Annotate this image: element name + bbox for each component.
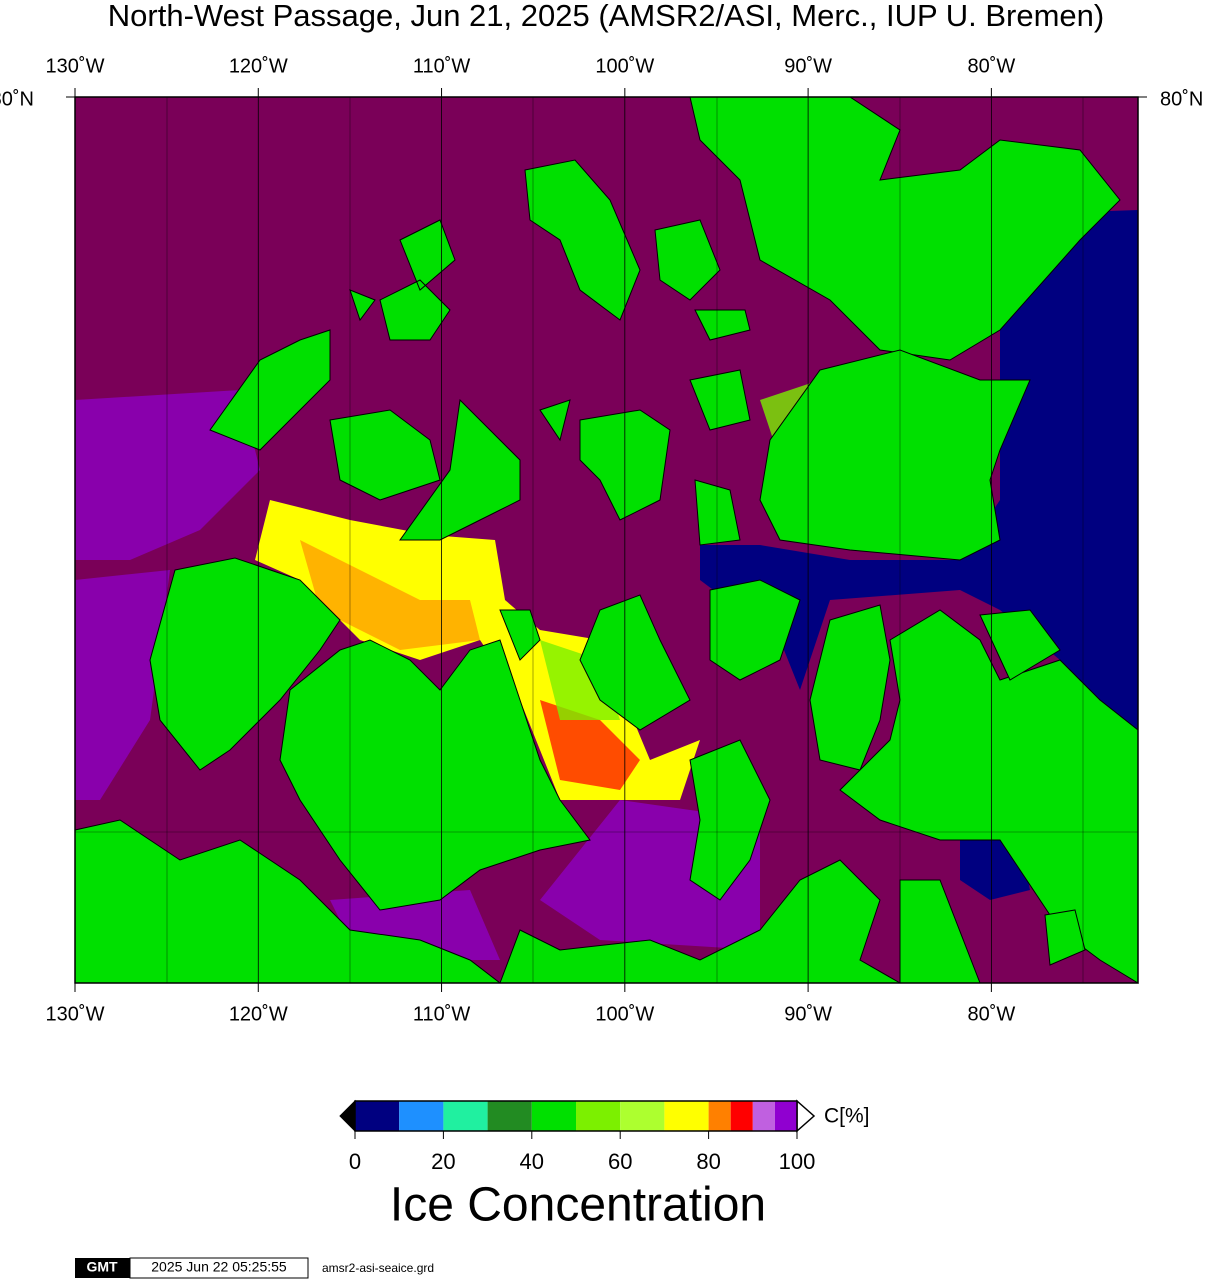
colorbar-bin [487,1101,532,1131]
colorbar-bin [355,1101,400,1131]
colorbar-bin [531,1101,576,1131]
lon-label: 80˚W [967,1003,1015,1025]
colorbar-bin [664,1101,709,1131]
lon-label: 90˚W [784,1003,832,1025]
ice-patch [540,700,640,790]
colorbar-bin [752,1101,775,1131]
island [209,329,521,541]
colorbar-bin [708,1101,731,1131]
graticule [75,97,1138,983]
colorbar-title: Ice Concentration [390,1179,766,1232]
lon-label: 100˚W [595,1003,654,1025]
colorbar-bin [443,1101,488,1131]
lat-label: 80˚N [1160,88,1203,110]
colorbar-bin [399,1101,444,1131]
island [499,579,801,731]
open-water [700,210,1138,740]
footer: GMT 2025 Jun 22 05:25:55 amsr2-asi-seaic… [75,1257,434,1279]
colorbar-bin [774,1101,797,1131]
island [1044,909,1086,966]
ice-patch [75,390,760,960]
colorbar-unit: C[%] [824,1105,870,1128]
land [74,96,1139,984]
lon-label: 110˚W [413,1003,471,1025]
lon-label: 100˚W [595,55,654,77]
island [279,639,591,911]
colorbar-bin [730,1101,753,1131]
lat-label: 80˚N [0,88,34,110]
island [759,349,1031,561]
lon-label: 80˚W [967,55,1015,77]
colorbar-frame [354,1100,798,1132]
logo-box [75,1258,130,1278]
colorbar-tick-label: 80 [696,1149,720,1174]
timestamp-box [129,1257,309,1279]
colorbar-tick-label: 100 [779,1149,816,1174]
logo: GMT [86,1259,118,1275]
island [979,609,1061,681]
colorbar-tick-label: 40 [520,1149,544,1174]
island [539,309,751,546]
lon-label: 130˚W [46,1003,105,1025]
colorbar-tick-label: 0 [349,1149,361,1174]
lon-label: 120˚W [229,1003,288,1025]
lon-label: 130˚W [46,55,105,77]
lon-label: 120˚W [229,55,288,77]
lon-label: 110˚W [413,55,471,77]
island [689,96,1121,361]
colorbar-over [796,1099,816,1133]
map: 80˚N 80˚N [0,88,1203,984]
lon-label: 90˚W [784,55,832,77]
island [149,557,341,771]
title: North-West Passage, Jun 21, 2025 (AMSR2/… [108,0,1104,33]
island [349,219,721,341]
colorbar-tick-label: 20 [431,1149,455,1174]
colorbar-tick-label: 60 [608,1149,632,1174]
colorbar-bin [620,1101,665,1131]
timestamp: 2025 Jun 22 05:25:55 [151,1259,287,1275]
island [524,159,641,321]
ice-patch [300,540,480,650]
island [689,739,771,901]
colorbar-under [339,1099,356,1133]
colorbar-bin [576,1101,621,1131]
colorbar: C[%] Ice Concentration 0 20 40 60 80 100 [339,1099,870,1232]
file-name: amsr2-asi-seaice.grd [322,1261,434,1275]
